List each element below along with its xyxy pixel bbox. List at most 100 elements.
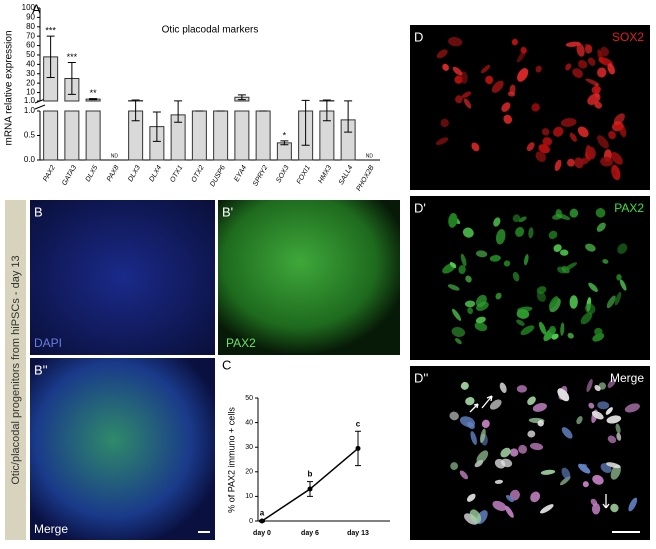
- cell: [565, 41, 581, 47]
- image-dapi: [30, 200, 215, 355]
- cell: [578, 59, 588, 69]
- bar: [213, 110, 229, 161]
- cell: [613, 113, 625, 125]
- cell: [549, 325, 557, 334]
- cell: [489, 255, 501, 262]
- cell: [474, 322, 488, 332]
- cell: [505, 494, 514, 503]
- panel-label: B': [222, 204, 233, 219]
- cell: [475, 294, 487, 308]
- point: [307, 486, 313, 492]
- cell: [582, 481, 589, 488]
- cell: [475, 316, 486, 324]
- cell: [572, 68, 583, 78]
- cell: [616, 274, 622, 281]
- cell: [594, 327, 603, 336]
- cell: [551, 333, 559, 340]
- cell: [515, 227, 525, 237]
- cell: [560, 118, 577, 127]
- cell: [542, 137, 553, 146]
- cell: [495, 229, 506, 245]
- y-tick-label: 0: [249, 518, 253, 525]
- cell: [481, 419, 490, 428]
- cell: [527, 396, 536, 406]
- annotation: ND: [366, 153, 374, 159]
- cell: [467, 421, 475, 430]
- cell: [471, 142, 480, 152]
- cell: [448, 37, 463, 47]
- cell: [491, 80, 504, 93]
- bar: [43, 56, 59, 161]
- cell: [564, 262, 578, 271]
- x-tick-label: day 0: [253, 530, 271, 537]
- x-tick-label: DLX3: [127, 164, 142, 183]
- error-bar: [301, 99, 310, 146]
- cell: [509, 448, 519, 457]
- cell: [541, 128, 550, 136]
- cell: [578, 463, 591, 474]
- annotation: c: [356, 419, 361, 428]
- annotation: **: [90, 88, 98, 98]
- cell: [516, 385, 528, 393]
- cell: [466, 493, 476, 502]
- cell: [576, 43, 585, 57]
- point: [259, 518, 265, 524]
- cell: [436, 49, 448, 59]
- error-bar: [237, 94, 246, 101]
- image-label: PAX2: [226, 336, 256, 350]
- cell: [584, 43, 592, 49]
- cell: [617, 243, 628, 254]
- bar: [191, 110, 207, 161]
- cell: [557, 388, 570, 402]
- error-bar: [46, 35, 55, 79]
- cell: [535, 65, 542, 73]
- annotation: ND: [111, 153, 119, 159]
- cell: [597, 135, 609, 149]
- bar: [276, 142, 292, 161]
- y-tick-label: 90: [26, 13, 35, 22]
- annotation: b: [308, 470, 313, 479]
- cell-group: [442, 208, 628, 345]
- cell: [586, 146, 596, 160]
- cell: [614, 291, 622, 306]
- cell: [611, 169, 617, 176]
- panel-label: B: [34, 204, 43, 219]
- cell: [585, 243, 596, 252]
- y-tick-label: 80: [26, 22, 35, 31]
- x-tick-label: SALL4: [338, 164, 355, 186]
- side-label: Otic/placodal progenitors from hiPSCs - …: [10, 255, 22, 484]
- cell: [481, 64, 491, 74]
- cell: [455, 95, 463, 104]
- annotation: *: [283, 130, 287, 140]
- cell: [492, 500, 507, 511]
- cell: [610, 503, 619, 513]
- panel-label: D: [414, 29, 423, 44]
- cell: [503, 114, 513, 124]
- cell: [591, 410, 604, 420]
- cell: [469, 509, 482, 524]
- cell: [495, 292, 502, 300]
- cell: [505, 505, 514, 518]
- cell: [624, 403, 640, 413]
- cell: [479, 428, 486, 443]
- bar: [255, 110, 271, 161]
- cell: [489, 399, 502, 410]
- cell: [619, 279, 627, 291]
- bar: [64, 77, 80, 161]
- cell: [450, 462, 459, 470]
- cell: [553, 126, 564, 137]
- error-bar: [89, 98, 98, 101]
- cell: [527, 430, 536, 438]
- x-tick-label: PHOX2B: [355, 164, 375, 192]
- cell: [597, 67, 607, 78]
- error-bar: [131, 99, 140, 122]
- annotation: ***: [67, 52, 78, 62]
- cell: [536, 291, 546, 302]
- y-tick-label: 0.0: [24, 155, 36, 164]
- cell: [607, 435, 617, 444]
- cell: [435, 137, 449, 146]
- cell: [538, 144, 550, 154]
- y-tick-label: 70: [26, 31, 35, 40]
- cell: [560, 249, 569, 256]
- cell: [553, 244, 562, 253]
